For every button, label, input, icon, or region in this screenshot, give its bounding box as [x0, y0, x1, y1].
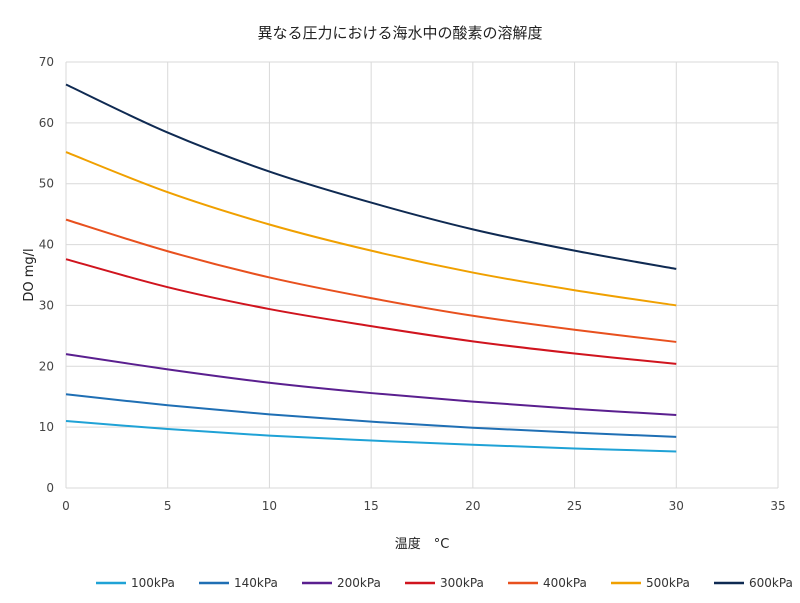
x-tick-label: 25 [567, 499, 582, 513]
y-tick-label: 10 [39, 420, 54, 434]
series-line-140kPa [65, 393, 677, 438]
series-line-100kPa [65, 420, 677, 453]
x-axis-label: 温度 °C [395, 536, 450, 552]
x-tick-label: 20 [465, 499, 480, 513]
x-tick-label: 15 [364, 499, 379, 513]
y-tick-label: 50 [39, 177, 54, 191]
y-tick-label: 60 [39, 116, 54, 130]
legend-label-300kPa: 300kPa [440, 576, 484, 590]
legend-label-140kPa: 140kPa [234, 576, 278, 590]
legend-label-100kPa: 100kPa [131, 576, 175, 590]
legend-label-200kPa: 200kPa [337, 576, 381, 590]
series-line-200kPa [65, 353, 677, 416]
legend-label-400kPa: 400kPa [543, 576, 587, 590]
y-tick-label: 40 [39, 238, 54, 252]
legend-label-600kPa: 600kPa [749, 576, 793, 590]
x-tick-label: 30 [669, 499, 684, 513]
series-line-300kPa [65, 258, 677, 365]
y-tick-label: 30 [39, 298, 54, 312]
y-axis-label: DO mg/l [22, 248, 37, 301]
series-line-500kPa [65, 151, 677, 307]
series-line-400kPa [65, 218, 677, 343]
x-tick-label: 10 [262, 499, 277, 513]
chart-title: 異なる圧力における海水中の酸素の溶解度 [257, 24, 543, 42]
x-tick-label: 35 [770, 499, 785, 513]
y-tick-label: 70 [39, 55, 54, 69]
series-line-600kPa [65, 83, 677, 270]
x-tick-label: 5 [164, 499, 172, 513]
y-tick-label: 0 [46, 481, 54, 495]
x-tick-label: 0 [62, 499, 70, 513]
legend-label-500kPa: 500kPa [646, 576, 690, 590]
y-tick-label: 20 [39, 359, 54, 373]
